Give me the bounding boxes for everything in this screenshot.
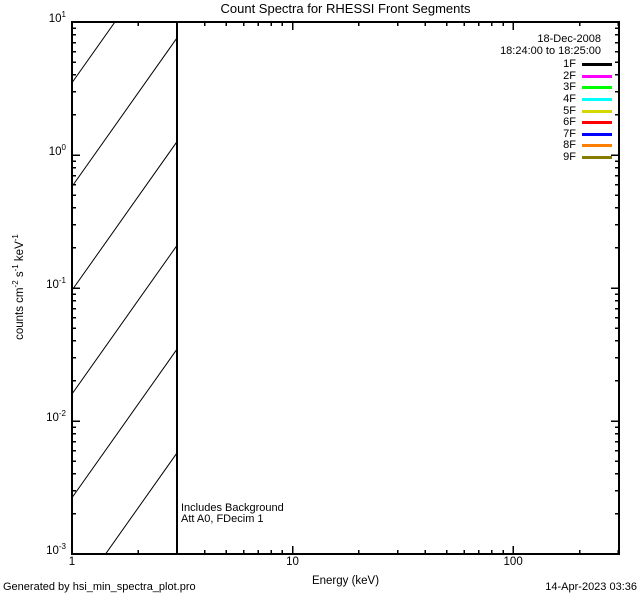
legend-series-label: 7F: [563, 127, 576, 140]
legend-series-label: 2F: [563, 69, 576, 82]
x-tick-label: 100: [503, 556, 523, 568]
legend-entry: 3F: [563, 82, 612, 94]
legend-series-label: 1F: [563, 58, 576, 71]
legend-entry: 1F: [563, 59, 612, 71]
legend-color-line: [582, 109, 612, 113]
legend-entry: 5F: [563, 105, 612, 117]
legend-series-label: 9F: [563, 151, 576, 164]
legend-color-line: [582, 74, 612, 78]
legend-entry: 8F: [563, 140, 612, 152]
legend-color-line: [582, 98, 612, 102]
legend-entry: 4F: [563, 94, 612, 106]
legend-series-label: 6F: [563, 116, 576, 129]
annotation-includes-background: Includes Background: [181, 502, 284, 514]
legend-series-label: 5F: [563, 104, 576, 117]
x-tick-label: 1: [68, 556, 76, 568]
x-axis-label: Energy (keV): [311, 575, 380, 587]
legend: 1F 2F 3F 4F 5F 6F 7F 8F 9F: [563, 59, 612, 163]
legend-color-line: [582, 132, 612, 136]
legend-entry: 2F: [563, 69, 612, 83]
y-tick-label: 10-1: [46, 276, 66, 291]
legend-series-label: 8F: [563, 139, 576, 152]
legend-series-label: 3F: [563, 81, 576, 94]
y-tick-label: 100: [48, 143, 66, 158]
footer-generator-text: Generated by hsi_min_spectra_plot.pro: [3, 581, 196, 593]
legend-color-line: [582, 144, 612, 148]
legend-color-line: [582, 156, 612, 160]
chart-title: Count Spectra for RHESSI Front Segments: [220, 1, 471, 16]
legend-series-label: 4F: [563, 93, 576, 106]
legend-color-line: [582, 121, 612, 125]
y-tick-label: 101: [48, 10, 66, 25]
footer-timestamp: 14-Apr-2023 03:36: [545, 581, 637, 593]
annotation-attenuator-state: Att A0, FDecim 1: [181, 513, 264, 525]
legend-date: 18-Dec-2008: [537, 33, 601, 45]
y-tick-label: 10-2: [46, 409, 66, 424]
legend-entry: 9F: [563, 152, 612, 164]
legend-color-line: [582, 86, 612, 90]
legend-time-range: 18:24:00 to 18:25:00: [500, 45, 601, 57]
x-tick-label: 10: [286, 556, 299, 568]
y-tick-label: 10-3: [46, 542, 66, 557]
legend-color-line: [582, 63, 612, 67]
legend-entry: 7F: [563, 127, 612, 141]
legend-entry: 6F: [563, 117, 612, 129]
